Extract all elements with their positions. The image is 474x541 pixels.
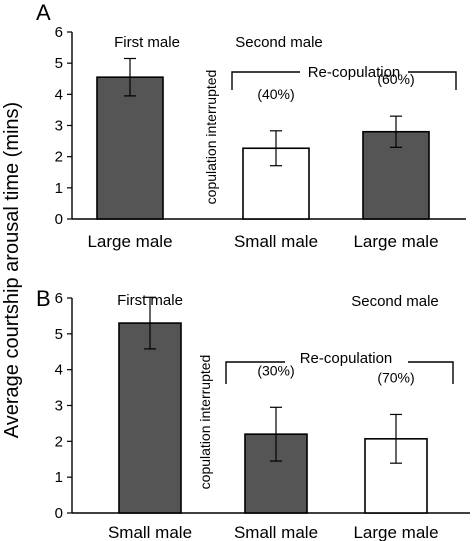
panel-a-recopulation-bracket	[231, 71, 457, 90]
panel-b-bar	[118, 322, 182, 514]
panel-a-copulation-interrupted-label: copulation interrupted	[203, 70, 219, 205]
panel-b-second-male-label: Second male	[351, 293, 439, 310]
panel-b-copulation-interrupted-label: copulation interrupted	[197, 355, 213, 490]
y-axis-label: Average courtship arousal time (mins)	[1, 102, 23, 438]
panel-a-bar	[96, 76, 164, 220]
panel-b-y-tick-label: 3	[55, 398, 63, 415]
panel-b-y-tick-label: 4	[55, 362, 63, 379]
panel-b-recopulation-label: Re-copulation	[300, 350, 393, 367]
panel-b-y-tick-label: 0	[55, 505, 63, 522]
panel-a-category-label: Large male	[353, 232, 438, 251]
panel-a-category-label: Small male	[234, 232, 318, 251]
panel-a-y-tick-label: 6	[55, 24, 63, 41]
panel-a-first-male-label: First male	[114, 34, 180, 51]
panel-a-category-label: Large male	[87, 232, 172, 251]
panel-a-percent-label: (40%)	[257, 86, 294, 102]
panel-a-y-tick-label: 3	[55, 118, 63, 135]
panel-b-y-tick-label: 1	[55, 469, 63, 486]
panel-a-y-tick-label: 5	[55, 55, 63, 72]
panel-b-recopulation-bracket	[225, 361, 454, 384]
panel-a-recopulation-label: Re-copulation	[308, 64, 401, 81]
panel-b-y-tick-label: 5	[55, 326, 63, 343]
panel-a-label: A	[36, 0, 51, 25]
panel-b-category-label: Small male	[234, 523, 318, 541]
panel-a-percent-label: (60%)	[377, 71, 414, 87]
panel-a-y-tick-label: 0	[55, 211, 63, 228]
panel-b-category-label: Small male	[108, 523, 192, 541]
panel-a-second-male-label: Second male	[235, 34, 323, 51]
panel-b-percent-label: (70%)	[377, 369, 414, 385]
panel-b-label: B	[36, 286, 51, 311]
panel-b-y-tick-label: 2	[55, 433, 63, 450]
panel-a-y-tick-label: 2	[55, 149, 63, 166]
panel-a-y-tick-label: 1	[55, 180, 63, 197]
panel-b-y-tick-label: 6	[55, 290, 63, 307]
panel-b-percent-label: (30%)	[257, 362, 294, 378]
panel-a: A First male Second male Re-copulation c…	[36, 0, 466, 251]
panel-b-category-label: Large male	[353, 523, 438, 541]
panel-a-y-tick-label: 4	[55, 86, 63, 103]
panel-b: B First male Second male Re-copulation c…	[36, 286, 470, 541]
